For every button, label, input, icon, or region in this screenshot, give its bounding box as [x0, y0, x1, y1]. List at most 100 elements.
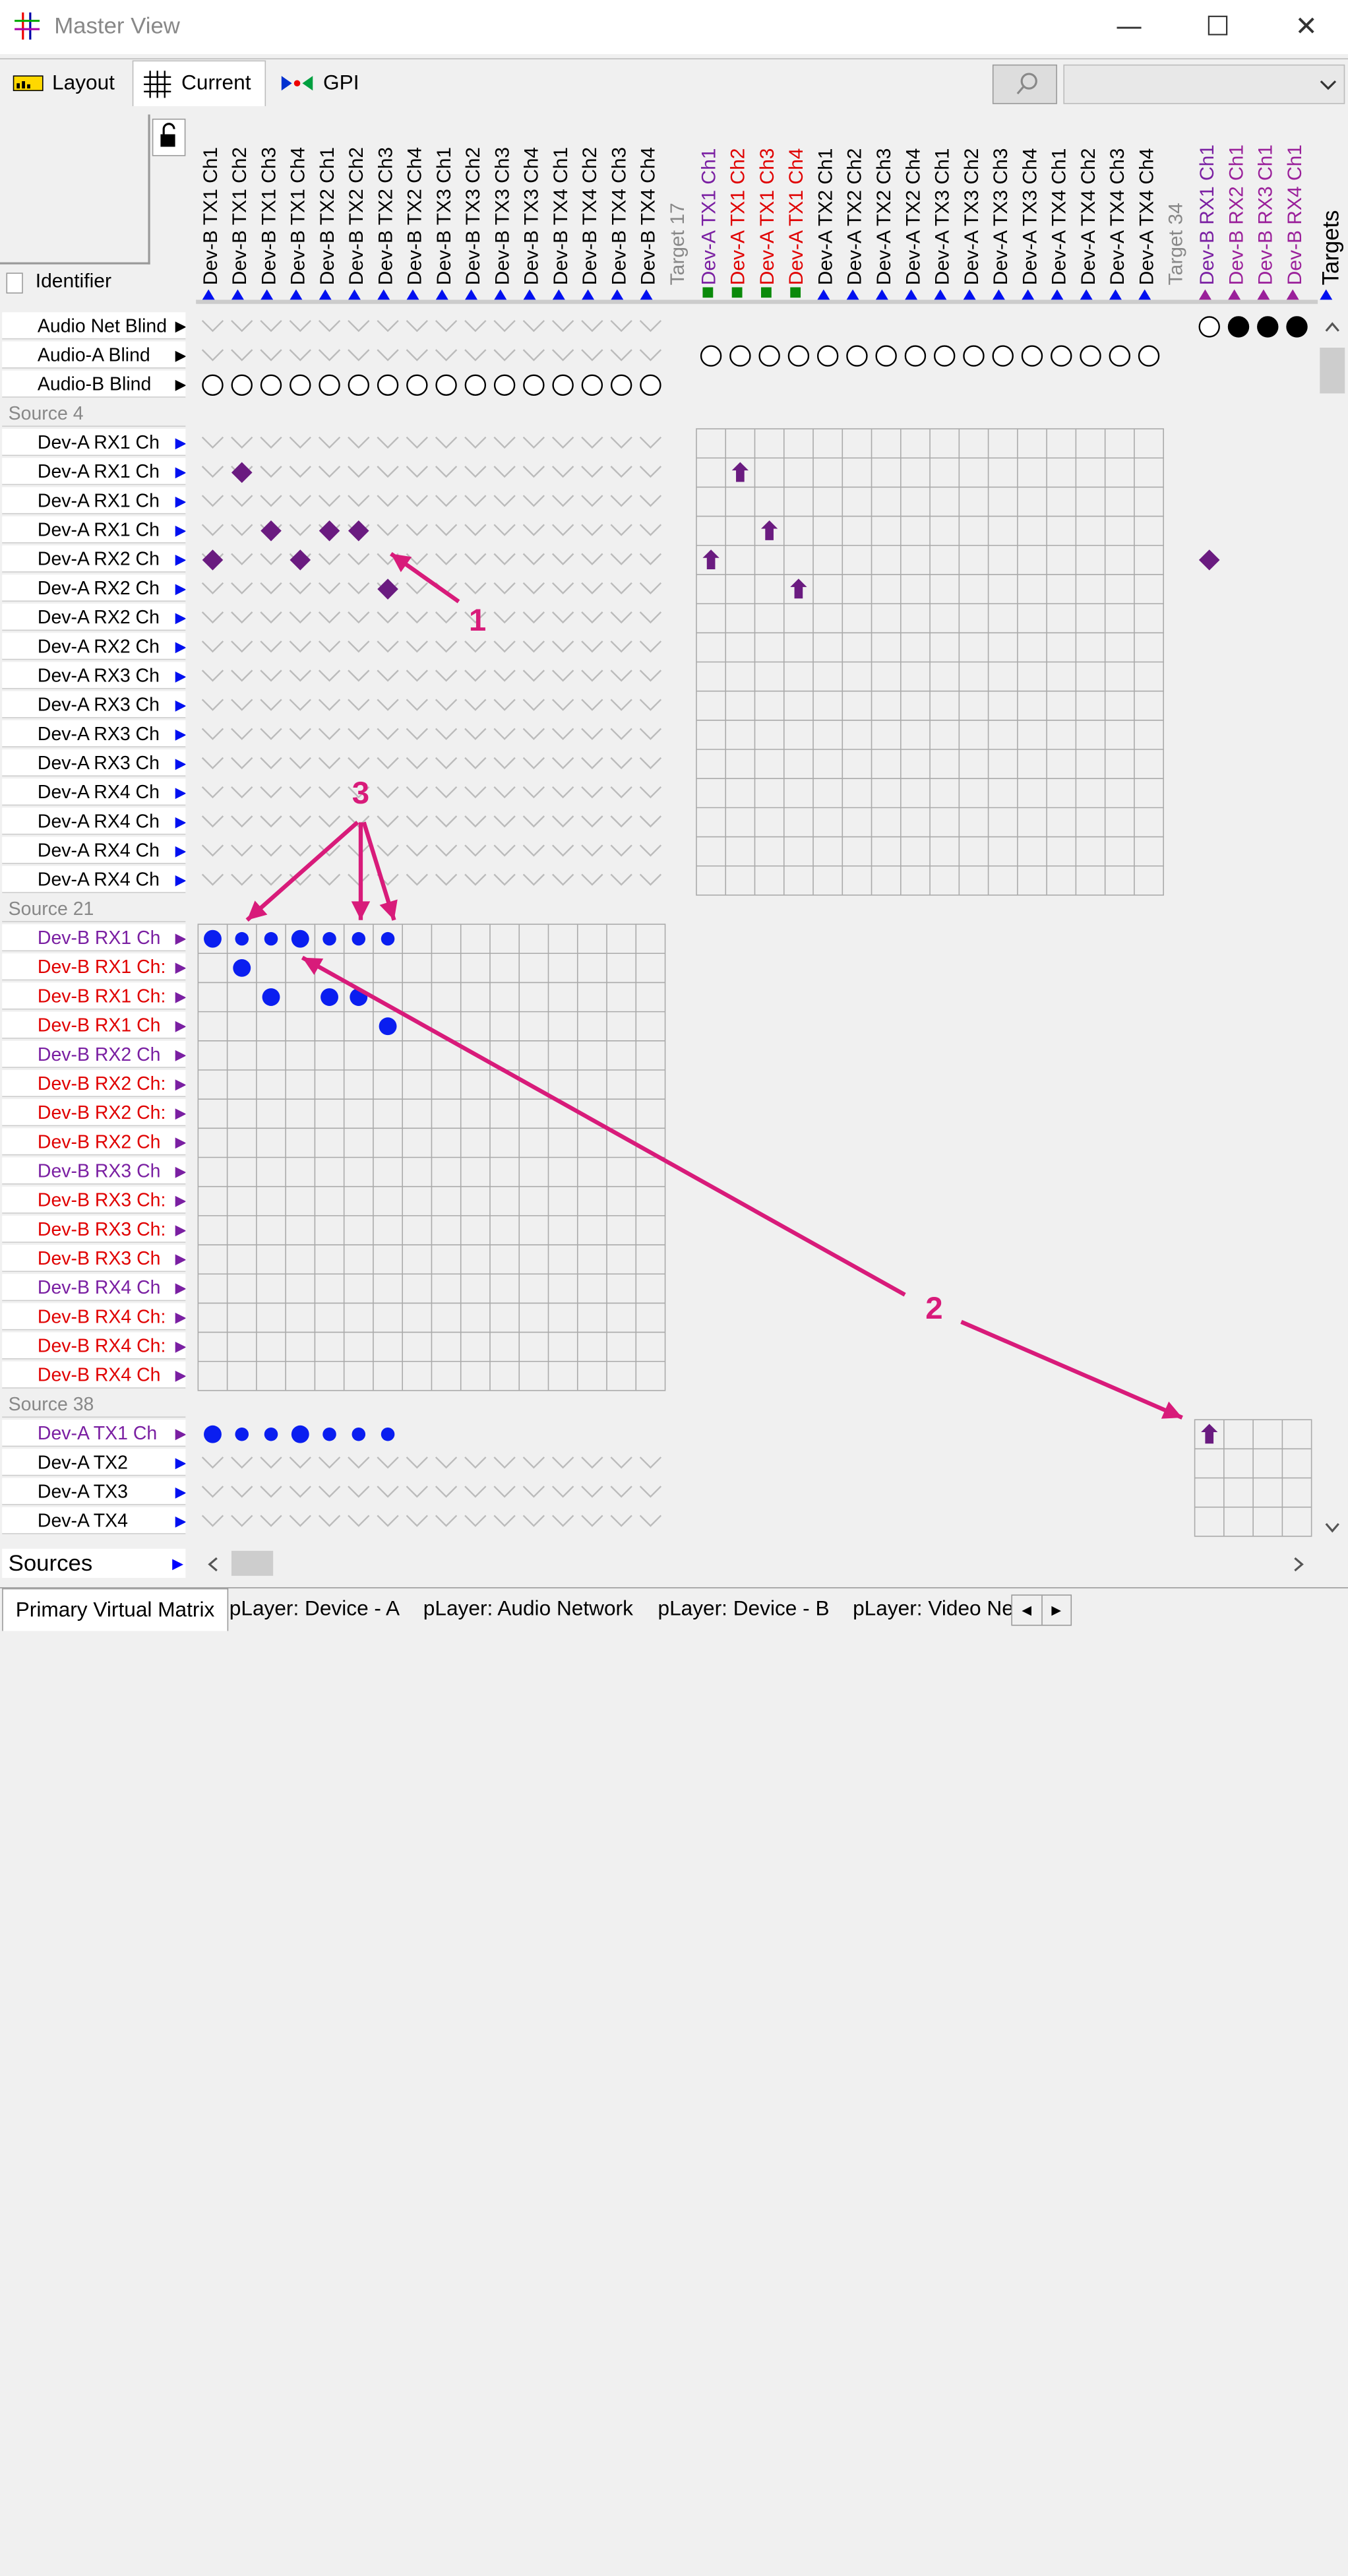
expand-arrow-icon[interactable]: ▶	[175, 1337, 186, 1354]
source-group-label[interactable]: Source 21	[2, 895, 186, 922]
column-header[interactable]: Dev-A TX3 Ch1	[930, 115, 959, 300]
source-row-label[interactable]: Dev-B RX2 Ch ▶	[2, 1128, 186, 1156]
column-header[interactable]: Dev-A TX3 Ch2	[959, 115, 988, 300]
column-header[interactable]: Dev-B TX1 Ch3	[257, 115, 286, 300]
expand-arrow-icon[interactable]: ▶	[175, 1191, 186, 1209]
expand-arrow-icon[interactable]: ▶	[175, 813, 186, 830]
expand-arrow-icon[interactable]: ▶	[175, 1249, 186, 1267]
expand-arrow-icon[interactable]: ▶	[175, 433, 186, 451]
source-row-label[interactable]: Dev-B RX4 Ch: ▶	[2, 1332, 186, 1360]
column-header[interactable]: Dev-B RX3 Ch1	[1253, 115, 1282, 300]
column-header[interactable]: Dev-B TX3 Ch2	[461, 115, 490, 300]
source-group-label[interactable]: Source 38	[2, 1390, 186, 1418]
source-row-label[interactable]: Dev-A RX1 Ch ▶	[2, 487, 186, 515]
expand-arrow-icon[interactable]: ▶	[175, 1425, 186, 1442]
tab-player-video-network[interactable]: pLayer: Video Ne	[853, 1597, 1014, 1621]
scroll-down-icon[interactable]	[1324, 1522, 1341, 1534]
source-row-label[interactable]: Dev-B RX1 Ch: ▶	[2, 953, 186, 981]
expand-arrow-icon[interactable]: ▶	[175, 1075, 186, 1092]
expand-arrow-icon[interactable]: ▶	[175, 375, 186, 393]
tab-primary-virtual-matrix[interactable]: Primary Virtual Matrix	[2, 1588, 228, 1631]
source-row-label[interactable]: Dev-B RX1 Ch: ▶	[2, 982, 186, 1010]
source-row-label[interactable]: Audio Net Blind ▶	[2, 312, 186, 340]
tab-player-audio-network[interactable]: pLayer: Audio Network	[423, 1597, 633, 1621]
column-header[interactable]: Dev-A TX2 Ch4	[901, 115, 930, 300]
expand-arrow-icon[interactable]: ▶	[175, 521, 186, 538]
source-row-label[interactable]: Audio-B Blind ▶	[2, 370, 186, 398]
expand-arrow-icon[interactable]: ▶	[175, 579, 186, 597]
column-header[interactable]: Dev-B TX3 Ch1	[431, 115, 460, 300]
expand-arrow-icon[interactable]: ▶	[175, 346, 186, 363]
lock-button[interactable]	[152, 118, 186, 156]
routing-matrix[interactable]: 1 2 3	[196, 308, 1348, 1586]
column-header[interactable]: Dev-A TX4 Ch2	[1076, 115, 1105, 300]
column-header[interactable]: Dev-A TX3 Ch3	[989, 115, 1018, 300]
scroll-left-icon[interactable]	[206, 1556, 219, 1573]
column-header[interactable]: Dev-B TX2 Ch2	[344, 115, 373, 300]
tab-scroll-left-icon[interactable]: ◀	[1012, 1595, 1043, 1625]
column-header[interactable]: Dev-B TX3 Ch4	[519, 115, 548, 300]
expand-arrow-icon[interactable]: ▶	[175, 1017, 186, 1034]
expand-arrow-icon[interactable]: ▶	[175, 1133, 186, 1150]
expand-arrow-icon[interactable]: ▶	[175, 667, 186, 684]
source-row-label[interactable]: Dev-A RX4 Ch ▶	[2, 807, 186, 835]
column-header[interactable]: Dev-A TX4 Ch1	[1047, 115, 1076, 300]
column-header[interactable]: Dev-B TX4 Ch1	[549, 115, 578, 300]
source-row-label[interactable]: Dev-A RX3 Ch ▶	[2, 749, 186, 777]
expand-arrow-icon[interactable]: ▶	[175, 317, 186, 334]
minimize-button[interactable]: —	[1115, 11, 1143, 43]
source-row-label[interactable]: Dev-B RX1 Ch ▶	[2, 1011, 186, 1039]
maximize-button[interactable]: ☐	[1205, 11, 1230, 43]
tab-player-device-b[interactable]: pLayer: Device - B	[658, 1597, 830, 1621]
expand-arrow-icon[interactable]: ▶	[175, 871, 186, 888]
source-row-label[interactable]: Dev-B RX3 Ch ▶	[2, 1245, 186, 1272]
source-row-label[interactable]: Audio-A Blind ▶	[2, 341, 186, 369]
identifier-checkbox[interactable]	[6, 272, 23, 294]
tab-player-device-a[interactable]: pLayer: Device - A	[229, 1597, 400, 1621]
column-header[interactable]: Dev-B TX3 Ch3	[490, 115, 519, 300]
expand-arrow-icon[interactable]: ▶	[175, 609, 186, 626]
source-row-label[interactable]: Dev-B RX4 Ch: ▶	[2, 1303, 186, 1331]
column-header[interactable]: Dev-A TX4 Ch4	[1134, 115, 1163, 300]
column-header[interactable]: Dev-B TX2 Ch4	[402, 115, 431, 300]
expand-arrow-icon[interactable]: ▶	[175, 463, 186, 480]
source-row-label[interactable]: Dev-A RX2 Ch ▶	[2, 604, 186, 631]
source-row-label[interactable]: Dev-B RX2 Ch: ▶	[2, 1099, 186, 1127]
expand-arrow-icon[interactable]: ▶	[175, 754, 186, 772]
expand-arrow-icon[interactable]: ▶	[175, 696, 186, 713]
source-row-label[interactable]: Dev-A RX4 Ch ▶	[2, 836, 186, 864]
column-header[interactable]: Target 34	[1163, 115, 1192, 300]
expand-arrow-icon[interactable]: ▶	[175, 784, 186, 801]
source-group-label[interactable]: Source 4	[2, 399, 186, 427]
source-row-label[interactable]: Dev-A RX3 Ch ▶	[2, 720, 186, 747]
horizontal-scrollbar[interactable]	[198, 1548, 1316, 1578]
column-header[interactable]: Dev-A TX1 Ch3	[754, 115, 783, 300]
source-row-label[interactable]: Dev-B RX1 Ch ▶	[2, 924, 186, 952]
expand-arrow-icon[interactable]: ▶	[175, 929, 186, 947]
source-row-label[interactable]: Dev-A RX4 Ch ▶	[2, 778, 186, 806]
column-header[interactable]: Dev-A TX1 Ch1	[696, 115, 725, 300]
column-header[interactable]: Dev-A TX3 Ch4	[1018, 115, 1047, 300]
expand-arrow-icon[interactable]: ▶	[175, 1279, 186, 1296]
expand-arrow-icon[interactable]: ▶	[175, 1483, 186, 1500]
expand-arrow-icon[interactable]: ▶	[175, 1046, 186, 1063]
column-header[interactable]: Dev-B TX2 Ch3	[373, 115, 402, 300]
column-header[interactable]: Target 17	[665, 115, 694, 300]
source-row-label[interactable]: Dev-A RX2 Ch ▶	[2, 633, 186, 660]
column-header[interactable]: Dev-A TX2 Ch2	[842, 115, 871, 300]
column-header[interactable]: Dev-B TX1 Ch4	[286, 115, 315, 300]
source-row-label[interactable]: Dev-A TX2 ▶	[2, 1449, 186, 1476]
expand-arrow-icon[interactable]: ▶	[175, 1162, 186, 1179]
source-row-label[interactable]: Dev-B RX3 Ch: ▶	[2, 1186, 186, 1214]
close-button[interactable]: ✕	[1295, 11, 1318, 43]
column-header[interactable]: Dev-B RX4 Ch1	[1282, 115, 1311, 300]
column-header[interactable]: Dev-A TX2 Ch3	[872, 115, 901, 300]
target-combo[interactable]	[1063, 64, 1345, 104]
source-row-label[interactable]: Dev-A RX3 Ch ▶	[2, 691, 186, 718]
source-row-label[interactable]: Dev-B RX2 Ch ▶	[2, 1040, 186, 1068]
expand-arrow-icon[interactable]: ▶	[175, 1220, 186, 1238]
column-header[interactable]: Dev-A TX1 Ch2	[725, 115, 754, 300]
source-row-label[interactable]: Dev-A RX4 Ch ▶	[2, 865, 186, 893]
column-header[interactable]: Targets	[1316, 115, 1345, 300]
vertical-scroll-thumb[interactable]	[1320, 347, 1345, 394]
